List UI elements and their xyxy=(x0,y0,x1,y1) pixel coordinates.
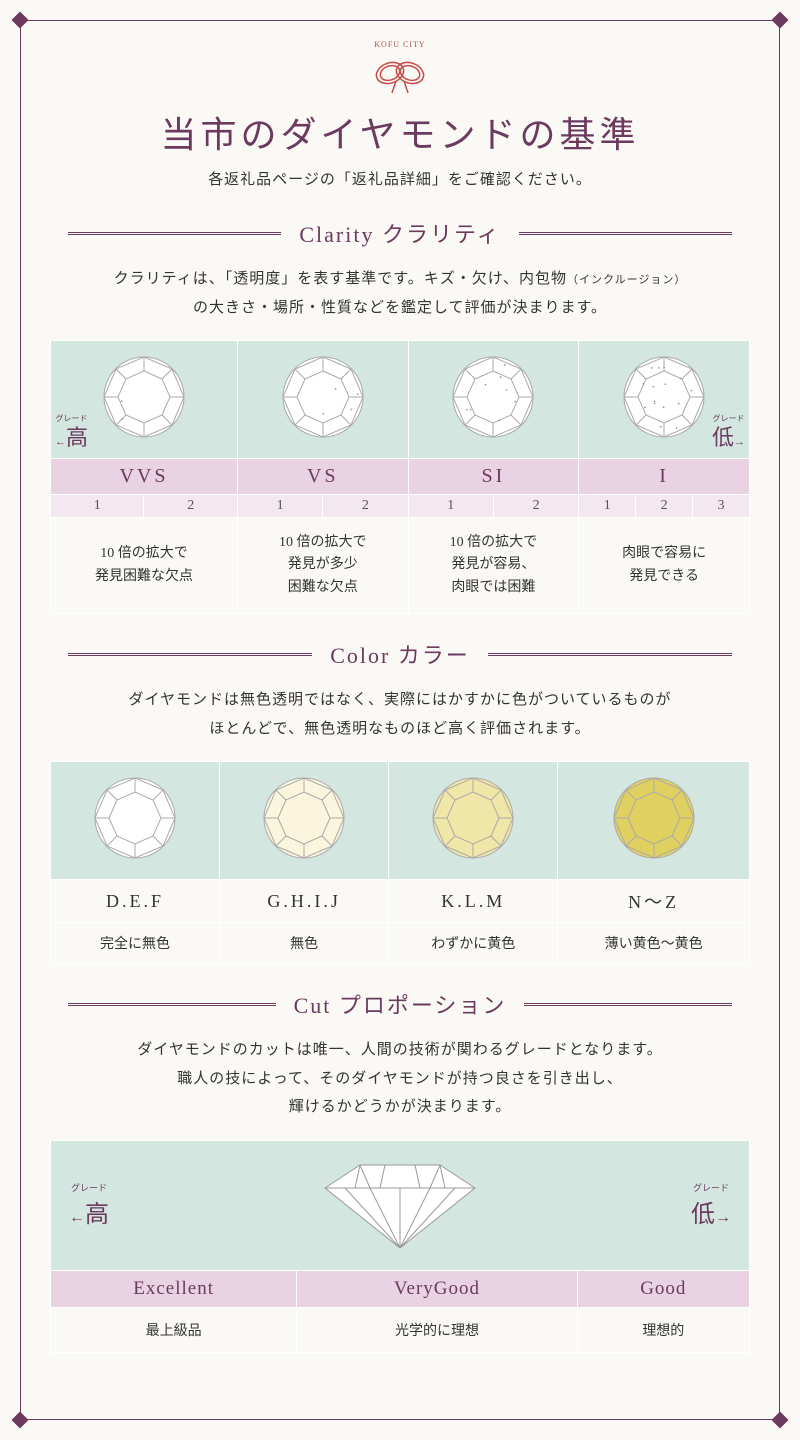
grade-low-label: グレード低→ xyxy=(691,1181,731,1229)
knot-icon xyxy=(370,53,430,93)
clarity-diamond-cell: グレード低→ xyxy=(579,341,750,459)
clarity-diamond-cell: グレード←高 xyxy=(51,341,238,459)
color-diamond-cell xyxy=(220,762,389,880)
color-diamond-cell xyxy=(51,762,220,880)
clarity-diamond-cell xyxy=(237,341,408,459)
clarity-diamond-cell xyxy=(408,341,579,459)
grade-high-label: グレード←高 xyxy=(69,1181,109,1229)
clarity-title: Clarity クラリティ xyxy=(50,217,750,249)
color-diamond-cell xyxy=(558,762,750,880)
cut-title: Cut プロポーション xyxy=(50,988,750,1020)
color-diamond-cell xyxy=(389,762,558,880)
cut-diamond-cell: グレード←高 グレード低→ xyxy=(51,1140,750,1270)
cut-diamond-icon xyxy=(315,1153,485,1253)
color-title: Color カラー xyxy=(50,638,750,670)
